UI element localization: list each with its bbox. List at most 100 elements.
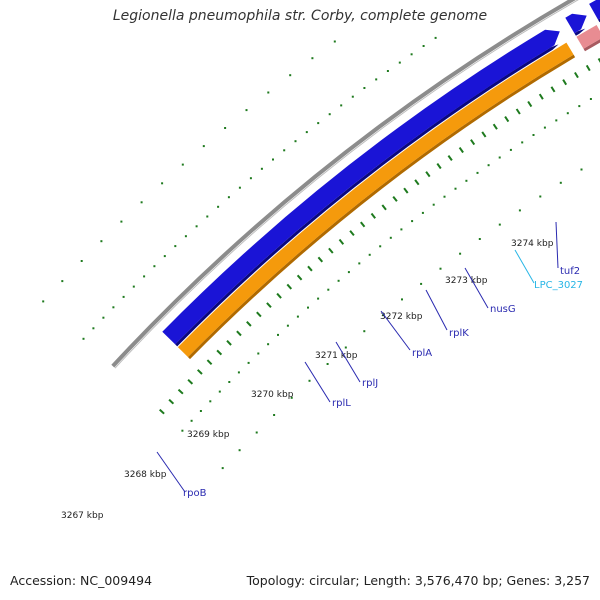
grid-dot — [181, 429, 184, 432]
grid-dot — [578, 105, 581, 108]
grid-dot — [326, 363, 329, 365]
grid-dot — [487, 164, 490, 167]
gene-leader-line — [514, 249, 535, 284]
grid-dot — [420, 282, 423, 285]
grid-dot — [132, 285, 135, 288]
grid-dot — [543, 126, 546, 129]
grid-dot — [539, 195, 542, 198]
tick-mark — [226, 340, 232, 346]
grid-dot — [61, 280, 64, 283]
tick-labels: 3267 kbp 3268 kbp 3269 kbp 3270 kbp 3271 kbp… — [61, 239, 554, 521]
tick-mark — [527, 100, 533, 108]
grid-dot — [277, 333, 279, 336]
forward-cds — [589, 0, 600, 20]
grid-dot — [153, 265, 156, 268]
grid-dot — [454, 187, 457, 190]
grid-dot — [333, 40, 336, 43]
map-title: Legionella pneumophila str. Corby, compl… — [112, 8, 488, 24]
genome-summary: Topology: circular; Length: 3,576,470 bp… — [246, 573, 590, 588]
grid-dot — [363, 87, 366, 89]
grid-dot — [389, 236, 392, 239]
grid-dot — [358, 262, 361, 265]
grid-dot — [498, 223, 501, 226]
grid-dot — [401, 298, 403, 301]
tick-mark — [414, 179, 420, 186]
tick-mark — [470, 139, 476, 146]
grid-dot — [228, 381, 231, 383]
grid-dot — [161, 182, 164, 185]
tick-mark — [266, 302, 272, 308]
tick-mark — [236, 330, 242, 337]
grid-dot — [305, 131, 308, 134]
grid-dot — [465, 179, 468, 182]
grid-dot — [340, 104, 343, 107]
grid-dot — [184, 235, 187, 238]
tick-label: 3269 kbp — [187, 430, 230, 440]
tick-mark — [328, 247, 334, 254]
grid-dot — [559, 181, 562, 184]
grid-dot — [260, 167, 263, 170]
gene-leader-line — [464, 267, 489, 309]
gene-leader-line — [156, 451, 186, 493]
tick-mark — [286, 283, 293, 290]
grid-dot — [174, 245, 177, 248]
grid-dot — [566, 112, 569, 115]
dot-grid — [42, 36, 592, 470]
tick-marks — [159, 58, 600, 415]
tick-mark — [436, 163, 442, 170]
grid-dot — [555, 119, 558, 122]
grid-dot — [521, 141, 524, 144]
grid-dot — [317, 122, 320, 125]
grid-dot — [267, 91, 270, 94]
grid-dot — [224, 127, 227, 129]
grid-dot — [379, 245, 382, 248]
tick-mark — [197, 369, 203, 375]
tick-mark — [504, 116, 510, 123]
grid-dot — [102, 316, 105, 319]
grid-dot — [218, 390, 221, 393]
tick-mark — [550, 86, 556, 93]
grid-dot — [273, 414, 276, 416]
tick-mark — [338, 238, 345, 245]
grid-dot — [398, 61, 401, 64]
tick-label: 3267 kbp — [61, 511, 104, 521]
grid-dot — [249, 177, 252, 180]
grid-dot — [283, 149, 286, 152]
grid-dot — [498, 156, 501, 159]
tick-mark — [597, 58, 600, 63]
grid-dot — [411, 220, 414, 223]
grid-dot — [386, 70, 389, 72]
grid-dot — [199, 410, 202, 412]
forward-cds — [565, 13, 587, 34]
tick-mark — [458, 147, 464, 154]
grid-dot — [238, 449, 241, 452]
grid-dot — [238, 186, 241, 189]
tick-mark — [206, 359, 213, 366]
gene-leader-line — [304, 361, 331, 403]
grid-dot — [422, 45, 425, 47]
grid-dot — [80, 260, 83, 262]
grid-dot — [518, 209, 521, 212]
grid-dot — [347, 271, 350, 274]
tick-mark — [276, 292, 282, 299]
grid-dot — [327, 288, 330, 291]
backbone-line — [111, 0, 576, 368]
gene-labels: rpoB rplL rplJ rplA rplK nusG LPC_3027 tuf2 — [156, 221, 583, 499]
tick-mark — [317, 256, 324, 263]
grid-dot — [382, 314, 385, 317]
grid-dot — [195, 225, 198, 228]
grid-dot — [237, 371, 240, 374]
tick-mark — [307, 265, 313, 272]
tick-mark — [168, 398, 175, 405]
cds-shadow — [574, 28, 586, 36]
grid-dot — [247, 361, 250, 364]
grid-dot — [344, 346, 347, 349]
grid-dot — [368, 253, 371, 256]
grid-dot — [227, 196, 230, 199]
grid-dot — [375, 78, 378, 81]
grid-dot — [337, 279, 340, 282]
grid-dot — [421, 211, 424, 214]
tick-mark — [381, 204, 387, 211]
grid-dot — [294, 140, 297, 143]
grid-dot — [206, 215, 209, 218]
